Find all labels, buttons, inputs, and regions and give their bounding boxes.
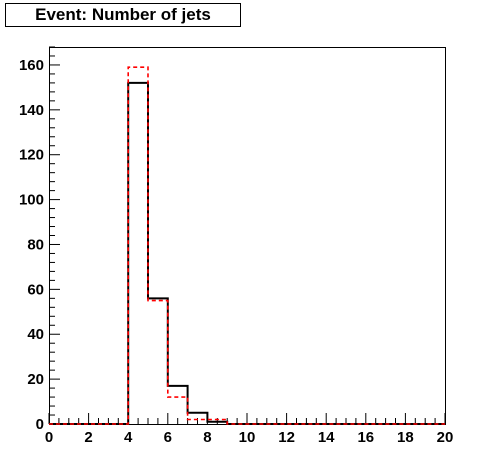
chart-title: Event: Number of jets <box>5 3 241 27</box>
plot-frame <box>49 47 446 425</box>
series-layer <box>49 66 445 425</box>
x-tick-label: 2 <box>84 429 92 446</box>
y-tick-label: 120 <box>19 147 44 164</box>
x-tick-label: 14 <box>318 429 335 446</box>
y-tick-label: 160 <box>19 57 44 74</box>
y-tick-label: 140 <box>19 102 44 119</box>
y-tick-label: 100 <box>19 192 44 209</box>
x-tick-label: 4 <box>124 429 133 446</box>
series-solid-black-outline <box>49 81 445 425</box>
y-tick-label: 0 <box>36 416 44 433</box>
x-tick-label: 20 <box>437 429 454 446</box>
series-dashed-red-outline <box>49 66 445 425</box>
y-tick-label: 60 <box>27 281 44 298</box>
x-tick-label: 12 <box>278 429 295 446</box>
x-tick-label: 6 <box>164 429 172 446</box>
x-tick-label: 8 <box>203 429 211 446</box>
x-tick-label: 0 <box>45 429 53 446</box>
y-tick-label: 40 <box>27 326 44 343</box>
x-tick-label: 16 <box>357 429 374 446</box>
axes: 0 2 4 6 8 10 12 14 16 18 20 0 20 40 60 80 100 120 140 160 <box>19 46 454 446</box>
x-tick-label: 18 <box>397 429 414 446</box>
y-tick-label: 20 <box>27 371 44 388</box>
x-tick-label: 10 <box>239 429 256 446</box>
y-tick-label: 80 <box>27 236 44 253</box>
